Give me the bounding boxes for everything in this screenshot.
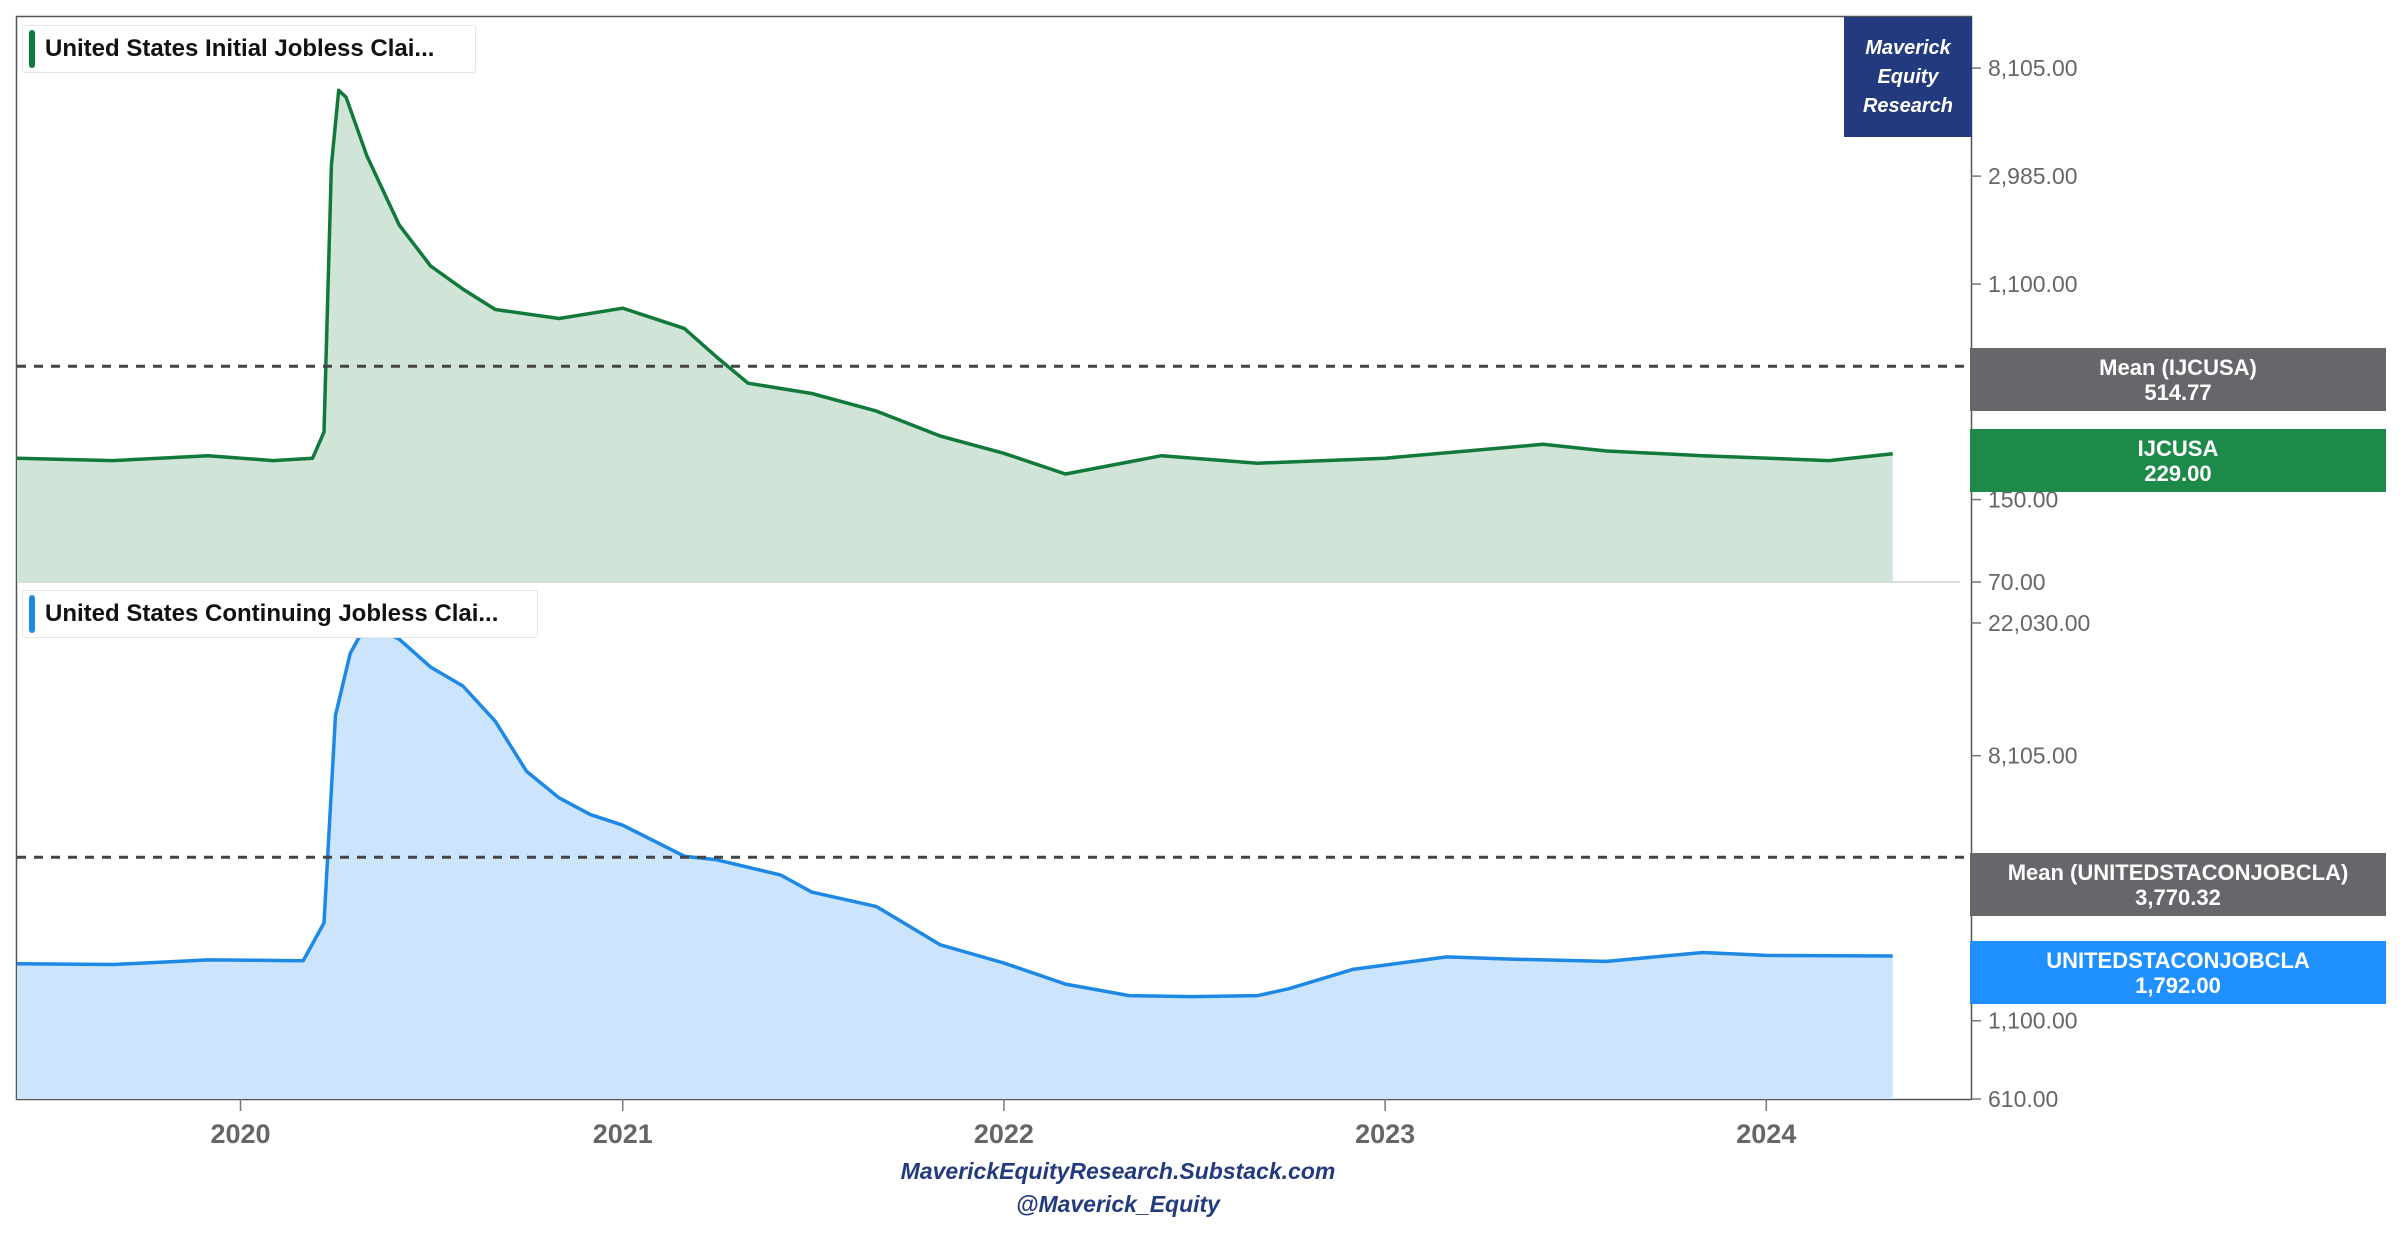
brand-line-2: Equity	[1877, 65, 1939, 88]
panel-2-mean-value: 3,770.32	[2135, 884, 2221, 910]
panel-1-color-marker	[29, 30, 35, 68]
panel-2-y-tick-label-0: 22,030.00	[1988, 610, 2090, 636]
panel-1-last-label: IJCUSA	[2137, 435, 2219, 461]
brand-line-3: Research	[1862, 94, 1954, 117]
x-tick-label-2: 2022	[974, 1119, 1034, 1149]
panel-2-last-label: UNITEDSTACONJOBCLA	[2046, 947, 2310, 973]
panel-1-y-tick-label-5: 70.00	[1988, 569, 2046, 595]
panel-2-title: United States Continuing Jobless Clai...	[22, 590, 538, 638]
panel-2-area	[17, 623, 1893, 1099]
brand-line-1: Maverick	[1865, 36, 1951, 59]
panel-1-mean-value: 514.77	[2144, 379, 2212, 405]
panel-1-series-line	[16, 88, 1893, 476]
brand-logo: Maverick Equity Research	[1844, 17, 1972, 137]
x-tick-label-3: 2023	[1355, 1119, 1415, 1149]
x-tick-label-1: 2021	[593, 1119, 653, 1149]
x-tick-label-4: 2024	[1736, 1119, 1796, 1149]
panel-1-mean-label: Mean (IJCUSA)	[2099, 354, 2257, 380]
panel-1-title-text: United States Initial Jobless Clai...	[45, 35, 435, 62]
panel-1-plot: 8,105.002,985.001,100.00405.00150.0070.0…	[16, 55, 2078, 595]
x-tick-label-0: 2020	[210, 1119, 270, 1149]
panel-2-y-tick-label-1: 8,105.00	[1988, 743, 2078, 769]
panel-1-y-tick-label-1: 2,985.00	[1988, 163, 2078, 189]
panel-1-y-tick-label-2: 1,100.00	[1988, 271, 2078, 297]
panel-2-y-tick-label-3: 1,100.00	[1988, 1008, 2078, 1034]
panel-2-last-tag: UNITEDSTACONJOBCLA 1,792.00	[1970, 941, 2386, 1004]
panel-1-last-value: 229.00	[2144, 460, 2212, 486]
panel-1-last-tag: IJCUSA 229.00	[1970, 429, 2386, 492]
panel-2-y-tick-label-4: 610.00	[1988, 1086, 2058, 1112]
panel-1-title: United States Initial Jobless Clai...	[22, 25, 476, 73]
panel-1-area	[17, 90, 1893, 583]
panel-2-last-value: 1,792.00	[2135, 972, 2221, 998]
panel-2-title-text: United States Continuing Jobless Clai...	[45, 600, 499, 627]
panel-2-color-marker	[29, 595, 35, 633]
panel-1-mean-tag: Mean (IJCUSA) 514.77	[1970, 348, 2386, 411]
panel-1-y-tick-label-0: 8,105.00	[1988, 55, 2078, 81]
footer-site[interactable]: MaverickEquityResearch.Substack.com	[900, 1158, 1336, 1184]
plot-frame	[15, 15, 1973, 1101]
footer-handle[interactable]: @Maverick_Equity	[1016, 1191, 1220, 1217]
panel-2-mean-label: Mean (UNITEDSTACONJOBCLA)	[2007, 859, 2349, 885]
panel-2-series-line	[16, 621, 1893, 999]
panel-2-mean-tag: Mean (UNITEDSTACONJOBCLA) 3,770.32	[1970, 853, 2386, 916]
